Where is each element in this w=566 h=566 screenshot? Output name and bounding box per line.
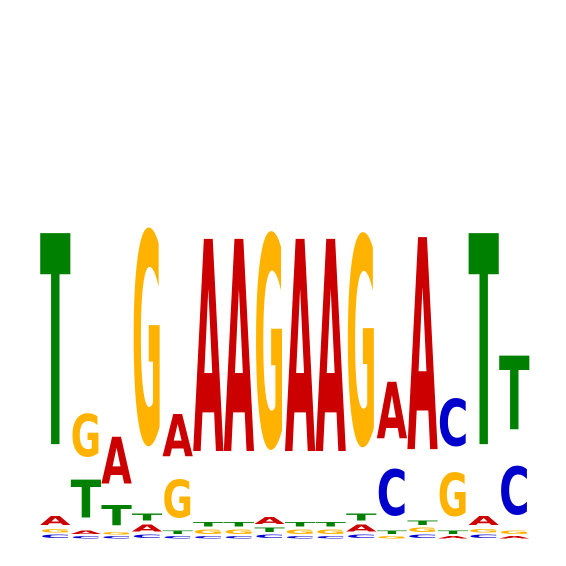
letter-c-pos-5: C xyxy=(162,535,193,539)
letter-t-pos-8: T xyxy=(254,526,285,533)
letter-g-pos-8: G xyxy=(254,178,285,515)
letter-a-pos-12: A xyxy=(377,367,408,458)
letter-c-pos-8: C xyxy=(254,533,285,539)
letter-t-pos-14: T xyxy=(438,530,469,536)
letter-g-pos-12: G xyxy=(377,535,408,539)
letter-a-pos-2: A xyxy=(71,530,102,535)
letter-g-pos-15: G xyxy=(468,528,499,533)
letter-a-pos-9: A xyxy=(285,181,316,520)
letter-t-pos-1: T xyxy=(40,176,71,513)
letter-c-pos-7: C xyxy=(224,535,255,539)
letter-a-pos-4: A xyxy=(132,523,164,534)
letter-t-pos-6: T xyxy=(193,521,224,528)
letter-g-pos-11: G xyxy=(346,180,377,511)
letter-a-pos-16: A xyxy=(499,535,530,539)
letter-a-pos-7: A xyxy=(224,181,255,520)
letter-c-pos-9: C xyxy=(285,535,316,539)
letter-a-pos-15: A xyxy=(468,514,499,528)
letter-c-pos-2: C xyxy=(71,535,102,539)
letter-g-pos-9: G xyxy=(285,528,316,535)
letter-a-pos-11: A xyxy=(346,523,378,534)
letter-c-pos-1: C xyxy=(40,533,71,539)
letter-t-pos-4: T xyxy=(132,512,163,523)
letter-c-pos-10: C xyxy=(315,535,346,539)
letter-g-pos-3: G xyxy=(101,532,132,536)
letter-c-pos-6: C xyxy=(193,535,224,539)
letter-g-pos-10: G xyxy=(315,528,346,535)
letter-c-pos-4: C xyxy=(132,533,163,539)
letter-a-pos-1: A xyxy=(40,514,71,528)
letter-t-pos-2: T xyxy=(71,471,102,531)
letter-c-pos-16: C xyxy=(499,453,530,529)
letter-g-pos-6: G xyxy=(193,528,224,535)
letter-c-pos-12: C xyxy=(377,459,408,531)
letter-g-pos-16: G xyxy=(499,530,530,535)
letter-t-pos-9: T xyxy=(285,521,316,528)
letter-g-pos-5: G xyxy=(162,470,193,531)
letter-c-pos-15: C xyxy=(468,533,499,539)
letter-c-pos-11: C xyxy=(346,533,377,539)
letter-a-pos-14: A xyxy=(438,535,469,539)
letter-t-pos-11: T xyxy=(346,512,377,523)
letter-t-pos-13: T xyxy=(407,519,438,526)
letter-a-pos-13: A xyxy=(407,179,438,518)
letter-c-pos-3: C xyxy=(101,535,132,539)
letter-g-pos-7: G xyxy=(224,528,255,535)
letter-g-pos-1: G xyxy=(40,528,71,533)
letter-a-pos-10: A xyxy=(315,181,346,520)
letter-g-pos-14: G xyxy=(438,461,469,530)
letter-a-pos-6: A xyxy=(193,181,224,520)
letter-a-pos-8: A xyxy=(254,515,286,526)
letter-c-pos-14: C xyxy=(438,386,469,461)
letter-a-pos-5: A xyxy=(162,402,193,470)
letter-g-pos-13: G xyxy=(407,526,438,533)
logo-columns: CGATCATGCGTACATGCTGACGTACGTACTAGCGTACGTA… xyxy=(40,174,530,539)
letter-c-pos-13: C xyxy=(407,533,438,539)
letter-t-pos-5: T xyxy=(162,530,193,536)
letter-g-pos-4: G xyxy=(132,174,163,511)
letter-a-pos-3: A xyxy=(101,425,132,500)
letter-t-pos-12: T xyxy=(377,530,408,536)
letter-t-pos-10: T xyxy=(315,521,346,528)
letter-t-pos-15: T xyxy=(468,176,499,513)
letter-t-pos-3: T xyxy=(101,499,132,532)
letter-g-pos-2: G xyxy=(71,404,102,470)
letter-t-pos-7: T xyxy=(224,521,255,528)
letter-t-pos-16: T xyxy=(499,336,530,454)
